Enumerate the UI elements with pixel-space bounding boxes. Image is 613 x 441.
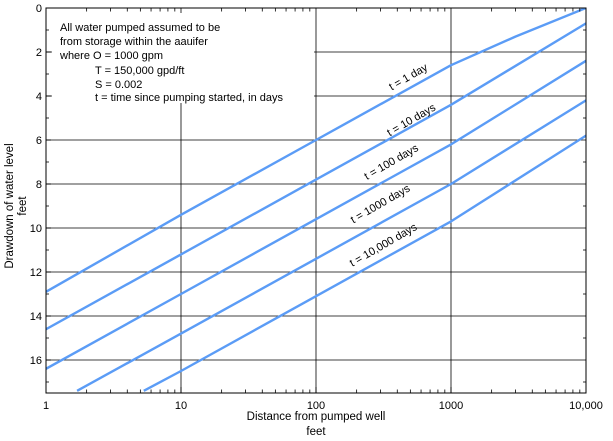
y-tick-label: 6 <box>36 135 42 147</box>
x-axis-title: Distance from pumped well <box>247 411 386 423</box>
curve-label: t = 1000 days <box>349 182 413 226</box>
annotation-line: t = time since pumping started, in days <box>95 92 284 104</box>
x-tick-label: 1 <box>43 400 49 412</box>
y-axis-title: Drawdown of water level <box>4 143 16 268</box>
y-tick-label: 16 <box>30 355 42 367</box>
x-axis-unit: feet <box>306 426 326 438</box>
annotation-line: T = 150,000 gpd/ft <box>95 65 184 77</box>
series-line-3 <box>46 59 586 370</box>
y-tick-label: 12 <box>30 267 42 279</box>
series-line-2 <box>46 22 586 331</box>
annotation-box: All water pumped assumed to be from stora… <box>52 13 314 104</box>
y-tick-label: 8 <box>36 179 42 191</box>
annotation-line: All water pumped assumed to be <box>60 22 220 34</box>
y-tick-label: 14 <box>30 311 42 323</box>
y-axis-unit: feet <box>17 196 29 216</box>
annotation-line: from storage within the aauifer <box>60 36 208 48</box>
y-tick-label: 10 <box>30 223 42 235</box>
y-tick-label: 2 <box>36 47 42 59</box>
y-tick-label: 0 <box>36 3 42 15</box>
x-tick-label: 10 <box>175 400 187 412</box>
annotation-line: S = 0.002 <box>95 79 142 91</box>
x-tick-label: 100 <box>307 400 325 412</box>
curve-label: t = 10 days <box>385 101 438 139</box>
axis-ticks: 1 10 100 1000 10,000 0 2 4 6 8 10 12 14 16 <box>30 3 603 412</box>
annotation-line: where O = 1000 gpm <box>59 50 163 62</box>
series-line-5 <box>143 134 586 392</box>
series-line-1 <box>46 8 586 293</box>
annotation-background <box>52 13 314 103</box>
x-tick-label: 10,000 <box>569 400 603 412</box>
series-line-4 <box>76 99 586 392</box>
x-tick-label: 1000 <box>439 400 463 412</box>
series-lines <box>46 8 586 392</box>
y-tick-label: 4 <box>36 91 42 103</box>
